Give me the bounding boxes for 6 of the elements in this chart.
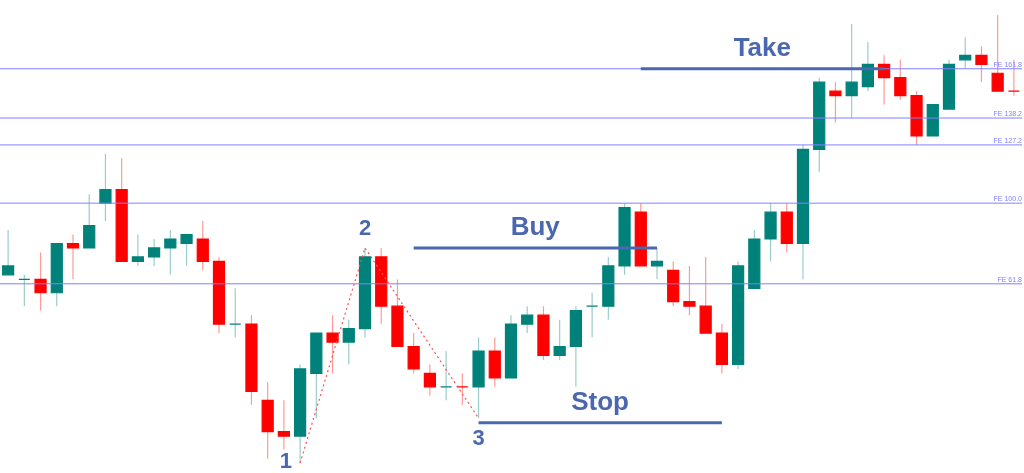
- series-label: Stop: [571, 385, 629, 416]
- annotation: 3: [472, 425, 485, 451]
- annotation: 2: [358, 214, 372, 240]
- annotation: 1: [279, 448, 293, 473]
- series-label: Buy: [510, 210, 561, 241]
- series-label: Take: [733, 31, 792, 62]
